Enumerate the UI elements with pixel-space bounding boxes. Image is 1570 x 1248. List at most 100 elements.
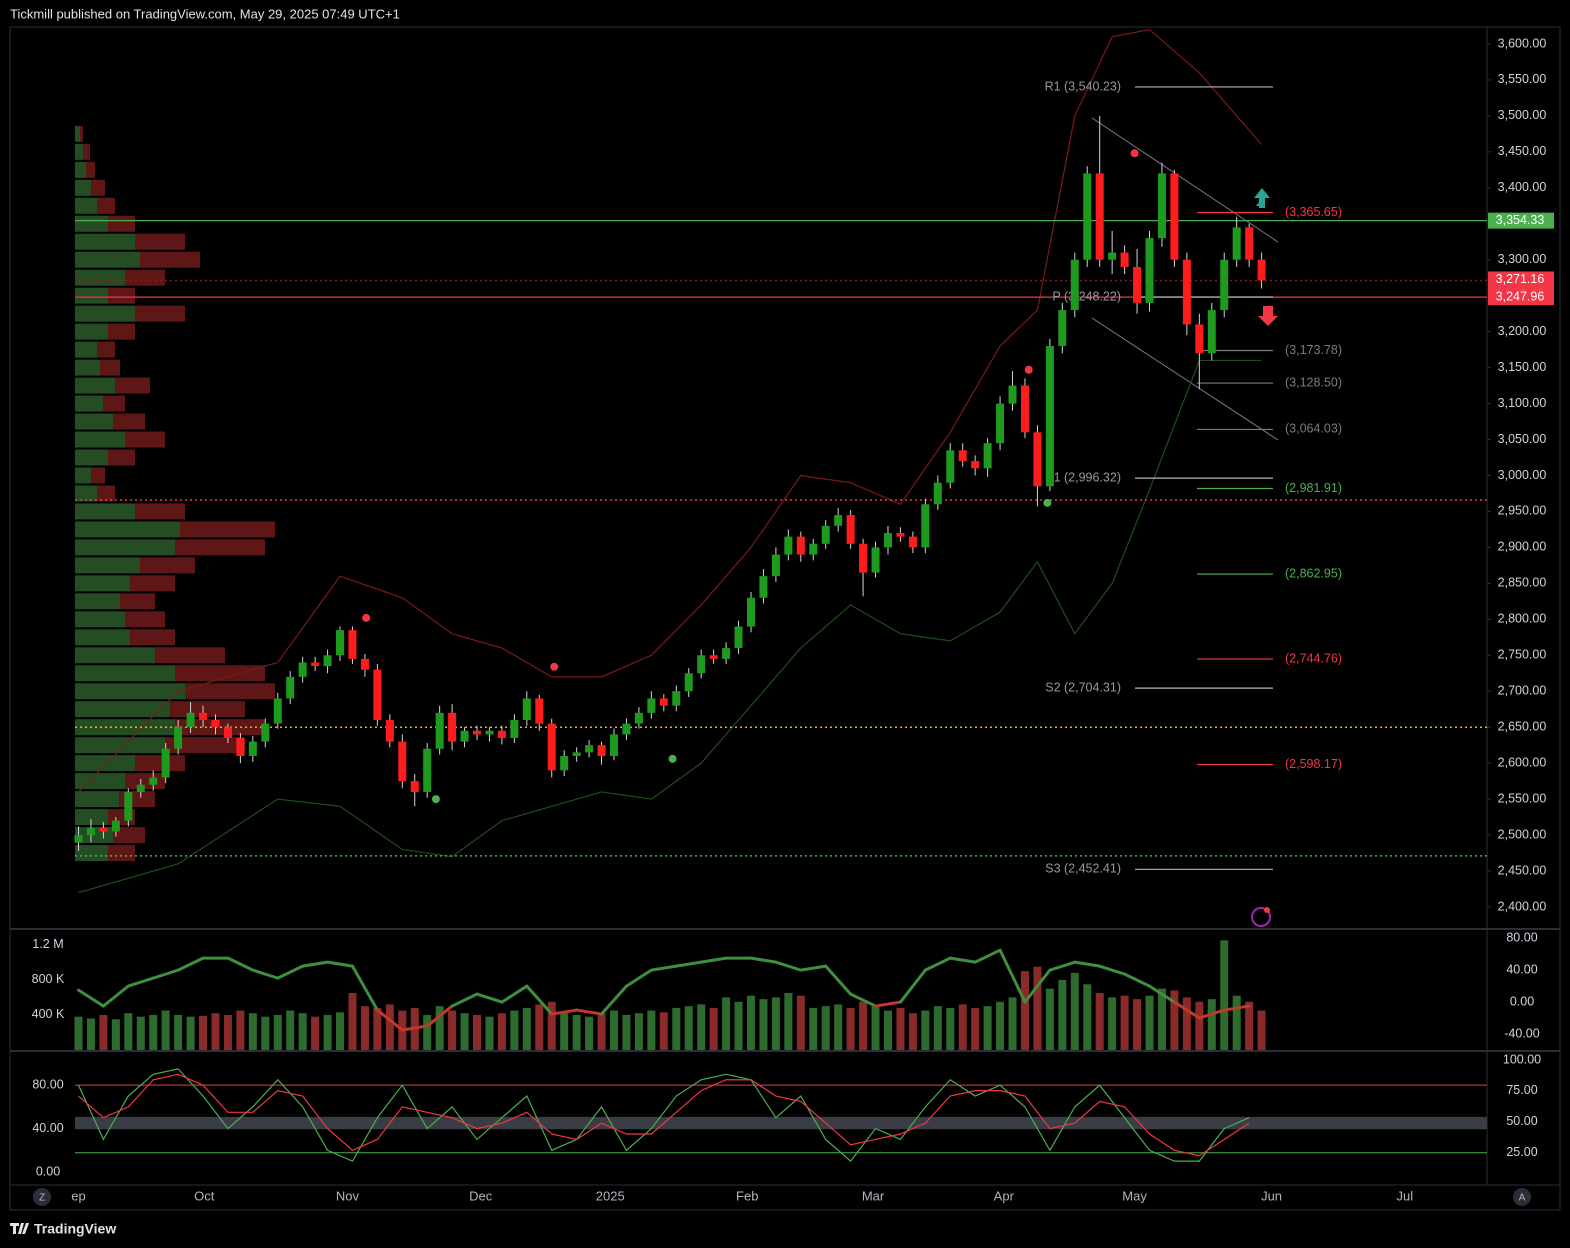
profile-buy: [75, 377, 115, 394]
zoom-button[interactable]: [33, 1188, 51, 1206]
volume-bar: [510, 1010, 519, 1050]
volume-bar: [199, 1015, 208, 1050]
candle-body: [572, 752, 581, 756]
signal-dot: [1024, 365, 1033, 374]
profile-buy: [75, 179, 91, 196]
profile-buy: [75, 521, 180, 538]
candle-body: [1008, 385, 1017, 404]
volume-bar: [298, 1013, 307, 1050]
volume-bar: [1170, 990, 1179, 1050]
candle-body: [921, 504, 930, 548]
volume-bar: [1033, 966, 1042, 1050]
candle-body: [311, 662, 320, 667]
header-title: Tickmill published on TradingView.com, M…: [10, 6, 400, 21]
profile-sell: [125, 269, 165, 286]
profile-sell: [100, 359, 120, 376]
candle-body: [709, 655, 718, 659]
candle-body: [1170, 173, 1179, 260]
brand-name: TradingView: [34, 1221, 116, 1237]
oscillator-segment: [525, 984, 554, 1016]
candle-body: [659, 698, 668, 706]
profile-sell: [155, 647, 225, 664]
oscillator-segment: [251, 968, 280, 980]
candle-body: [1207, 310, 1216, 354]
candle-body: [124, 791, 133, 821]
volume-bar: [771, 997, 780, 1050]
volume-bar: [585, 1016, 594, 1050]
volume-bar: [423, 1014, 432, 1050]
y-tick-label: 2,500.00: [1498, 827, 1547, 841]
volume-bar: [983, 1006, 992, 1050]
profile-buy: [75, 539, 175, 556]
profile-sell: [113, 413, 145, 430]
candle-body: [1133, 266, 1142, 303]
volume-bar: [672, 1007, 681, 1050]
frame: [9, 26, 1561, 1211]
volume-bar: [908, 1013, 917, 1050]
x-tick-label: Oct: [194, 1188, 215, 1203]
candle-body: [398, 741, 407, 782]
oscillator-segment: [1123, 972, 1152, 988]
candle-body: [1157, 173, 1166, 239]
y-tick-label: 800 K: [32, 972, 65, 986]
oscillator-segment: [301, 960, 330, 968]
candle-body: [771, 554, 780, 577]
profile-buy: [75, 413, 113, 430]
x-tick-label: Nov: [336, 1188, 360, 1203]
candle-body: [236, 737, 245, 756]
candle-body: [1232, 227, 1241, 260]
volume-bar: [373, 1007, 382, 1050]
oscillator-segment: [1048, 960, 1077, 972]
signal-dot: [431, 795, 440, 804]
volume-bar: [1220, 940, 1229, 1050]
y-tick-label: 3,100.00: [1498, 396, 1547, 410]
profile-sell: [108, 323, 135, 340]
profile-buy: [75, 737, 165, 754]
candle-body: [908, 536, 917, 548]
profile-sell: [130, 629, 175, 646]
alert-icon[interactable]: [1251, 907, 1271, 927]
candle-body: [298, 662, 307, 677]
y-tick-label: 2,950.00: [1498, 504, 1547, 518]
y-tick-label: 2,750.00: [1498, 648, 1547, 662]
candle-body: [223, 727, 232, 738]
oscillator-segment: [1172, 1000, 1201, 1020]
oscillator-segment: [500, 984, 529, 1004]
volume-bar: [834, 1004, 843, 1050]
volume-bar: [1008, 997, 1017, 1050]
profile-sell: [108, 845, 135, 862]
profile-buy: [75, 161, 86, 178]
oscillator-segment: [575, 1008, 604, 1016]
level-label: (3,064.03): [1285, 422, 1342, 436]
y-tick-label: 2,650.00: [1498, 719, 1547, 733]
volume-bar: [1108, 997, 1117, 1050]
profile-buy: [75, 215, 108, 232]
x-tick-label: Feb: [736, 1188, 758, 1203]
trend-line: [1091, 317, 1279, 441]
volume-bar: [634, 1013, 643, 1050]
oscillator-segment: [649, 964, 678, 972]
profile-buy: [75, 683, 185, 700]
volume-bar: [921, 1010, 930, 1050]
volume-bar: [136, 1016, 145, 1050]
candle-body: [622, 723, 631, 735]
oscillator-segment: [749, 956, 778, 964]
profile-sell: [125, 611, 165, 628]
volume-bar: [809, 1007, 818, 1050]
profile-sell: [140, 557, 195, 574]
candle-body: [111, 820, 120, 832]
candle-body: [186, 712, 195, 728]
y-tick-label: 1.2 M: [32, 937, 63, 951]
candle-body: [248, 741, 257, 756]
candle-body: [485, 730, 494, 735]
candle-body: [697, 655, 706, 674]
x-tick-label: May: [1122, 1188, 1147, 1203]
oscillator-segment: [774, 960, 803, 972]
auto-button[interactable]: [1513, 1188, 1531, 1206]
volume-bar: [385, 1004, 394, 1050]
profile-buy: [75, 197, 97, 214]
profile-sell: [125, 431, 165, 448]
level-label: (2,862.95): [1285, 566, 1342, 580]
volume-bar: [1020, 971, 1029, 1050]
y-tick-label: 3,150.00: [1498, 360, 1547, 374]
